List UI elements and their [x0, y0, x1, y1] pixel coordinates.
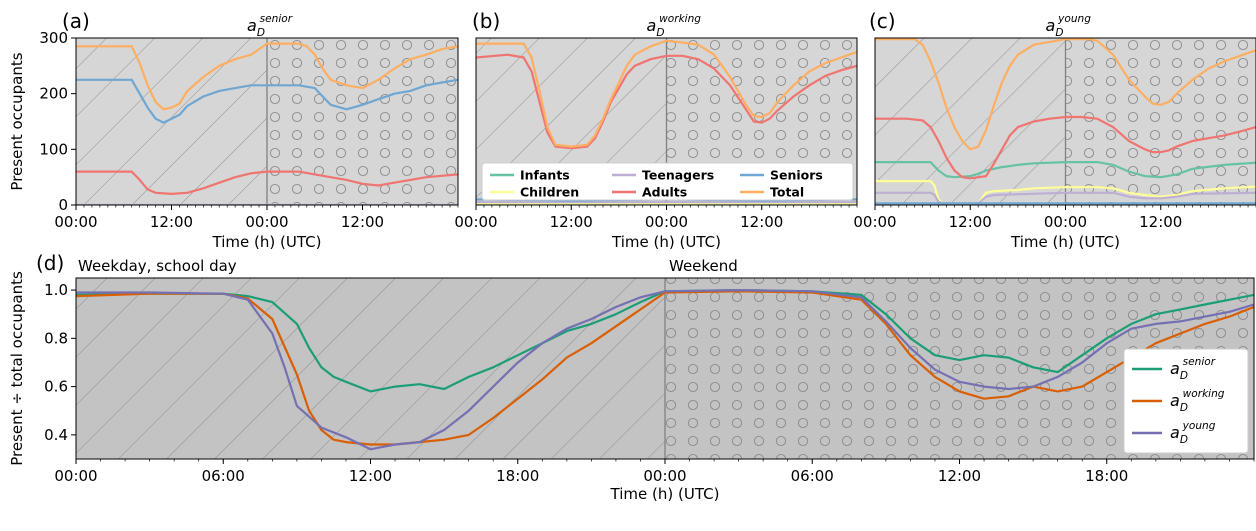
x-axis-label: Time (h) (UTC) [610, 485, 720, 503]
panel-b: 00:00 12:00 00:00 12:00 Time (h) (UTC) (b) aDw… [454, 9, 857, 251]
x-tick-label: 06:00 [791, 467, 834, 485]
x-tick-label: 06:00 [202, 467, 245, 485]
panel-title: aDworking [647, 13, 702, 39]
weekend-region [267, 38, 458, 205]
x-tick-label: 00:00 [54, 467, 97, 485]
weekday-region [76, 38, 267, 205]
x-tick-label: 12:00 [740, 213, 783, 231]
y-axis-label: Present ÷ total occupants [8, 271, 26, 466]
weekday-label: Weekday, school day [78, 257, 237, 275]
legend-entry-infants: Infants [520, 168, 570, 183]
y-tick-label: 0 [58, 196, 68, 214]
x-tick-label: 12:00 [938, 467, 981, 485]
x-tick-label: 12:00 [949, 213, 992, 231]
x-tick-label: 00:00 [853, 213, 896, 231]
y-tick-label: 100 [39, 140, 68, 158]
x-tick-label: 12:00 [341, 213, 384, 231]
legend-entry-children: Children [520, 185, 579, 200]
panel-label: (a) [62, 9, 90, 33]
y-tick-label: 0.8 [44, 329, 68, 347]
legend-entry-adults: Adults [642, 185, 687, 200]
y-tick-label: 1.0 [44, 281, 68, 299]
panel-title: aDyoung [1046, 13, 1092, 39]
x-tick-label: 00:00 [454, 213, 497, 231]
panel-title: aDsenior [247, 13, 293, 39]
weekday-region [76, 278, 665, 459]
x-axis-label: Time (h) (UTC) [1010, 233, 1120, 251]
x-tick-label: 18:00 [496, 467, 539, 485]
panel-label: (b) [472, 9, 500, 33]
x-tick-label: 00:00 [645, 213, 688, 231]
legend-entry-teenagers: Teenagers [642, 168, 714, 183]
x-tick-label: 12:00 [550, 213, 593, 231]
x-tick-label: 12:00 [1139, 213, 1182, 231]
x-tick-label: 00:00 [245, 213, 288, 231]
x-tick-label: 12:00 [349, 467, 392, 485]
x-tick-label: 00:00 [643, 467, 686, 485]
weekend-label: Weekend [669, 257, 738, 275]
x-tick-label: 00:00 [54, 213, 97, 231]
panel-d: 00:00 06:00 12:00 18:00 00:00 06:00 12:00 18:00… [8, 251, 1254, 503]
y-tick-label: 200 [39, 85, 68, 103]
x-tick-label: 18:00 [1085, 467, 1128, 485]
weekend-region [1066, 38, 1256, 205]
legend-entry-seniors: Seniors [770, 168, 823, 183]
y-axis-label: Present occupants [8, 52, 26, 190]
legend-entry-total: Total [770, 185, 804, 200]
legend: Infants Teenagers Seniors Children Adults Tot… [482, 163, 853, 200]
y-tick-label: 0.6 [44, 378, 68, 396]
x-axis-label: Time (h) (UTC) [611, 233, 721, 251]
y-tick-label: 0.4 [44, 426, 68, 444]
panel-label: (d) [36, 251, 64, 275]
panel-c: 00:00 12:00 00:00 12:00 Time (h) (UTC) (c) aDy… [853, 9, 1256, 251]
x-axis-label: Time (h) (UTC) [212, 233, 322, 251]
x-tick-label: 00:00 [1044, 213, 1087, 231]
panel-label: (c) [869, 9, 896, 33]
x-tick-label: 12:00 [150, 213, 193, 231]
